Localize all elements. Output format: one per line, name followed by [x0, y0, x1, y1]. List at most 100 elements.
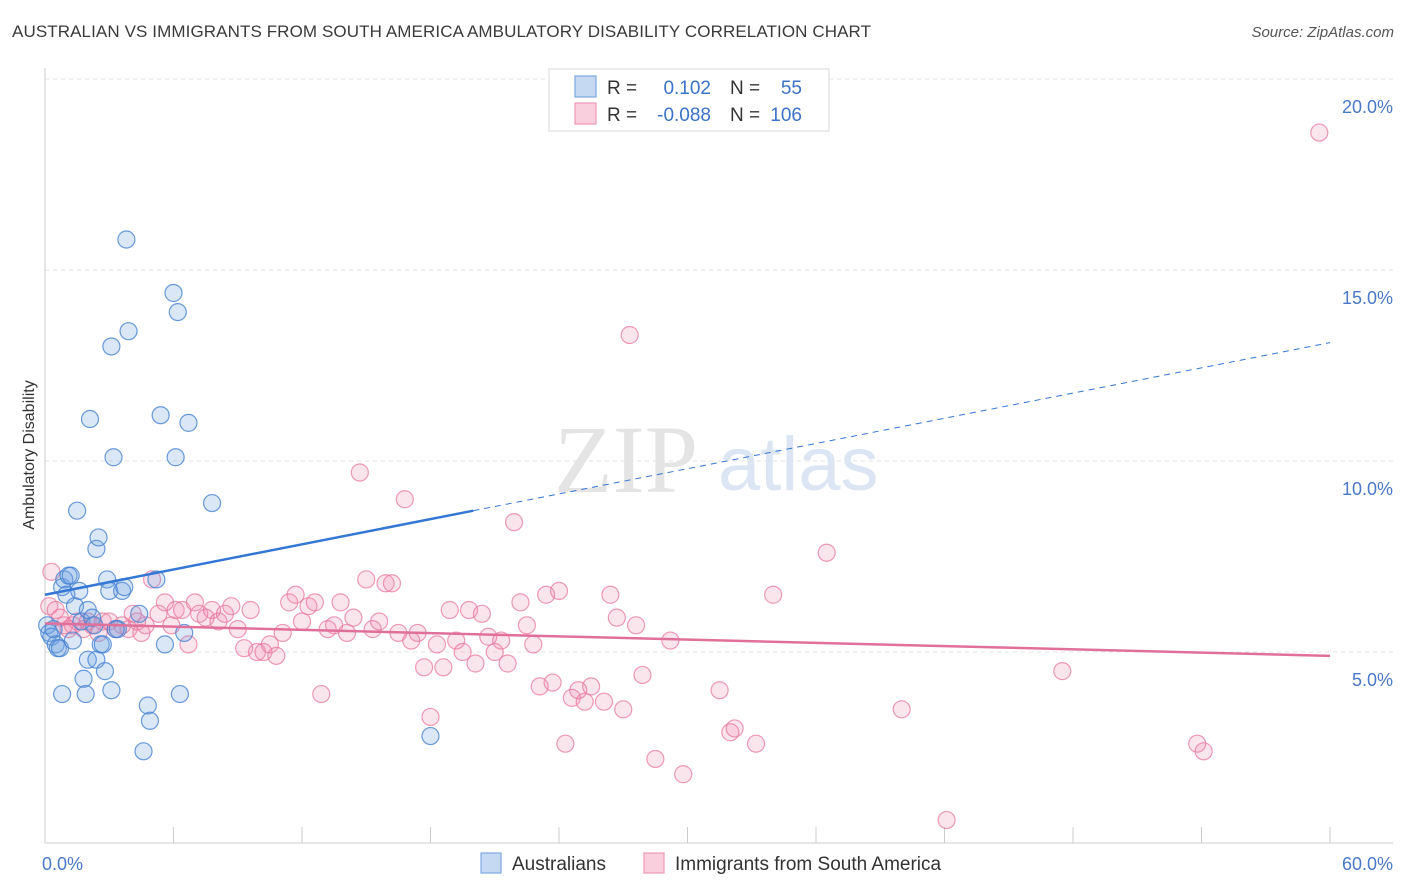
- point-immigrants: [504, 513, 524, 532]
- point-immigrants: [447, 631, 466, 650]
- point-immigrants: [337, 623, 357, 643]
- x-tick-label-0: 0.0%: [42, 854, 83, 874]
- point-immigrants: [582, 677, 601, 696]
- tick-labels: 5.0% 10.0% 15.0% 20.0% 0.0% 60.0%: [42, 97, 1393, 874]
- point-australians: [119, 322, 138, 341]
- point-australians: [95, 662, 115, 681]
- point-immigrants: [492, 631, 511, 650]
- point-australians: [138, 696, 157, 715]
- stats-legend: R = 0.102 N = 55 R = -0.088 N = 106: [548, 68, 830, 132]
- point-immigrants: [267, 646, 286, 665]
- trend-immigrants: [44, 622, 1331, 658]
- point-immigrants: [725, 719, 744, 738]
- point-australians: [104, 448, 123, 467]
- point-immigrants: [312, 684, 331, 704]
- point-australians: [134, 742, 153, 761]
- point-australians: [140, 711, 160, 730]
- point-australians: [155, 635, 175, 654]
- point-immigrants: [273, 623, 292, 643]
- point-immigrants: [937, 810, 956, 830]
- point-australians: [175, 623, 194, 643]
- point-immigrants: [382, 574, 402, 593]
- point-immigrants: [370, 612, 389, 631]
- point-immigrants: [607, 608, 626, 627]
- point-immigrants: [292, 612, 312, 631]
- point-immigrants: [485, 642, 504, 662]
- trend-lines: [44, 342, 1331, 658]
- source-label: Source: ZipAtlas.com: [1251, 24, 1394, 41]
- point-immigrants: [817, 543, 836, 562]
- y-tick-label-5: 5.0%: [1352, 670, 1393, 690]
- point-immigrants: [357, 570, 376, 589]
- point-immigrants: [222, 597, 241, 616]
- point-australians: [170, 684, 190, 704]
- legend-n-label-pink: N =: [730, 105, 760, 126]
- point-immigrants: [543, 673, 562, 692]
- watermark-atlas: atlas: [718, 422, 879, 507]
- point-australians: [80, 409, 100, 429]
- point-immigrants: [710, 681, 729, 700]
- legend-r-value-pink: -0.088: [657, 105, 711, 126]
- point-australians: [102, 337, 121, 356]
- point-australians: [202, 493, 222, 513]
- point-australians: [147, 570, 166, 589]
- point-immigrants: [646, 749, 665, 769]
- point-immigrants: [746, 734, 766, 753]
- point-immigrants: [166, 600, 185, 620]
- point-immigrants: [601, 585, 620, 604]
- legend-swatch-blue: [574, 75, 597, 98]
- point-immigrants: [363, 620, 382, 639]
- point-immigrants: [209, 612, 228, 631]
- point-immigrants: [575, 692, 594, 711]
- trend-australians-solid: [44, 509, 474, 596]
- point-immigrants: [620, 325, 639, 345]
- point-australians: [102, 681, 121, 700]
- point-australians: [421, 726, 440, 746]
- point-australians: [108, 620, 127, 639]
- point-immigrants: [280, 593, 299, 612]
- legend-r-label-pink: R =: [607, 105, 637, 126]
- legend-swatch-pink: [574, 102, 597, 125]
- point-australians: [130, 604, 149, 623]
- point-australians: [117, 230, 136, 249]
- series-legend-label-pink: Immigrants from South America: [675, 854, 942, 875]
- legend-r-label-blue: R =: [607, 78, 637, 99]
- point-immigrants: [68, 612, 87, 631]
- point-immigrants: [179, 635, 198, 654]
- point-immigrants: [626, 616, 646, 635]
- point-immigrants: [511, 593, 530, 612]
- legend-n-value-pink: 106: [770, 105, 802, 126]
- point-immigrants: [427, 635, 447, 654]
- chart-title: AUSTRALIAN VS IMMIGRANTS FROM SOUTH AMER…: [12, 22, 872, 41]
- point-immigrants: [149, 604, 168, 623]
- point-australians: [168, 302, 187, 322]
- y-tick-label-15: 15.0%: [1342, 288, 1393, 308]
- point-immigrants: [185, 593, 205, 612]
- point-immigrants: [453, 642, 472, 662]
- legend-n-label-blue: N =: [730, 78, 760, 99]
- watermark: ZIP atlas: [554, 406, 879, 513]
- point-immigrants: [286, 585, 305, 604]
- point-immigrants: [344, 608, 363, 627]
- y-axis-label: Ambulatory Disability: [21, 380, 38, 529]
- point-immigrants: [594, 692, 614, 711]
- point-australians: [87, 539, 106, 558]
- watermark-zip: ZIP: [554, 406, 698, 513]
- y-tick-label-20: 20.0%: [1342, 97, 1393, 117]
- point-immigrants: [498, 654, 517, 673]
- gridlines: [45, 78, 1393, 653]
- point-immigrants: [440, 600, 459, 620]
- point-immigrants: [1188, 734, 1207, 753]
- point-australians: [179, 413, 198, 432]
- point-immigrants: [466, 654, 485, 673]
- legend-r-value-blue: 0.102: [663, 78, 711, 99]
- trend-australians-dashed: [473, 342, 1331, 512]
- series-legend-label-blue: Australians: [512, 854, 606, 875]
- point-australians: [93, 635, 112, 654]
- point-immigrants: [524, 635, 543, 654]
- point-australians: [164, 283, 183, 303]
- point-immigrants: [1053, 662, 1072, 681]
- point-immigrants: [764, 585, 783, 604]
- point-australians: [151, 406, 170, 425]
- point-australians: [53, 684, 72, 704]
